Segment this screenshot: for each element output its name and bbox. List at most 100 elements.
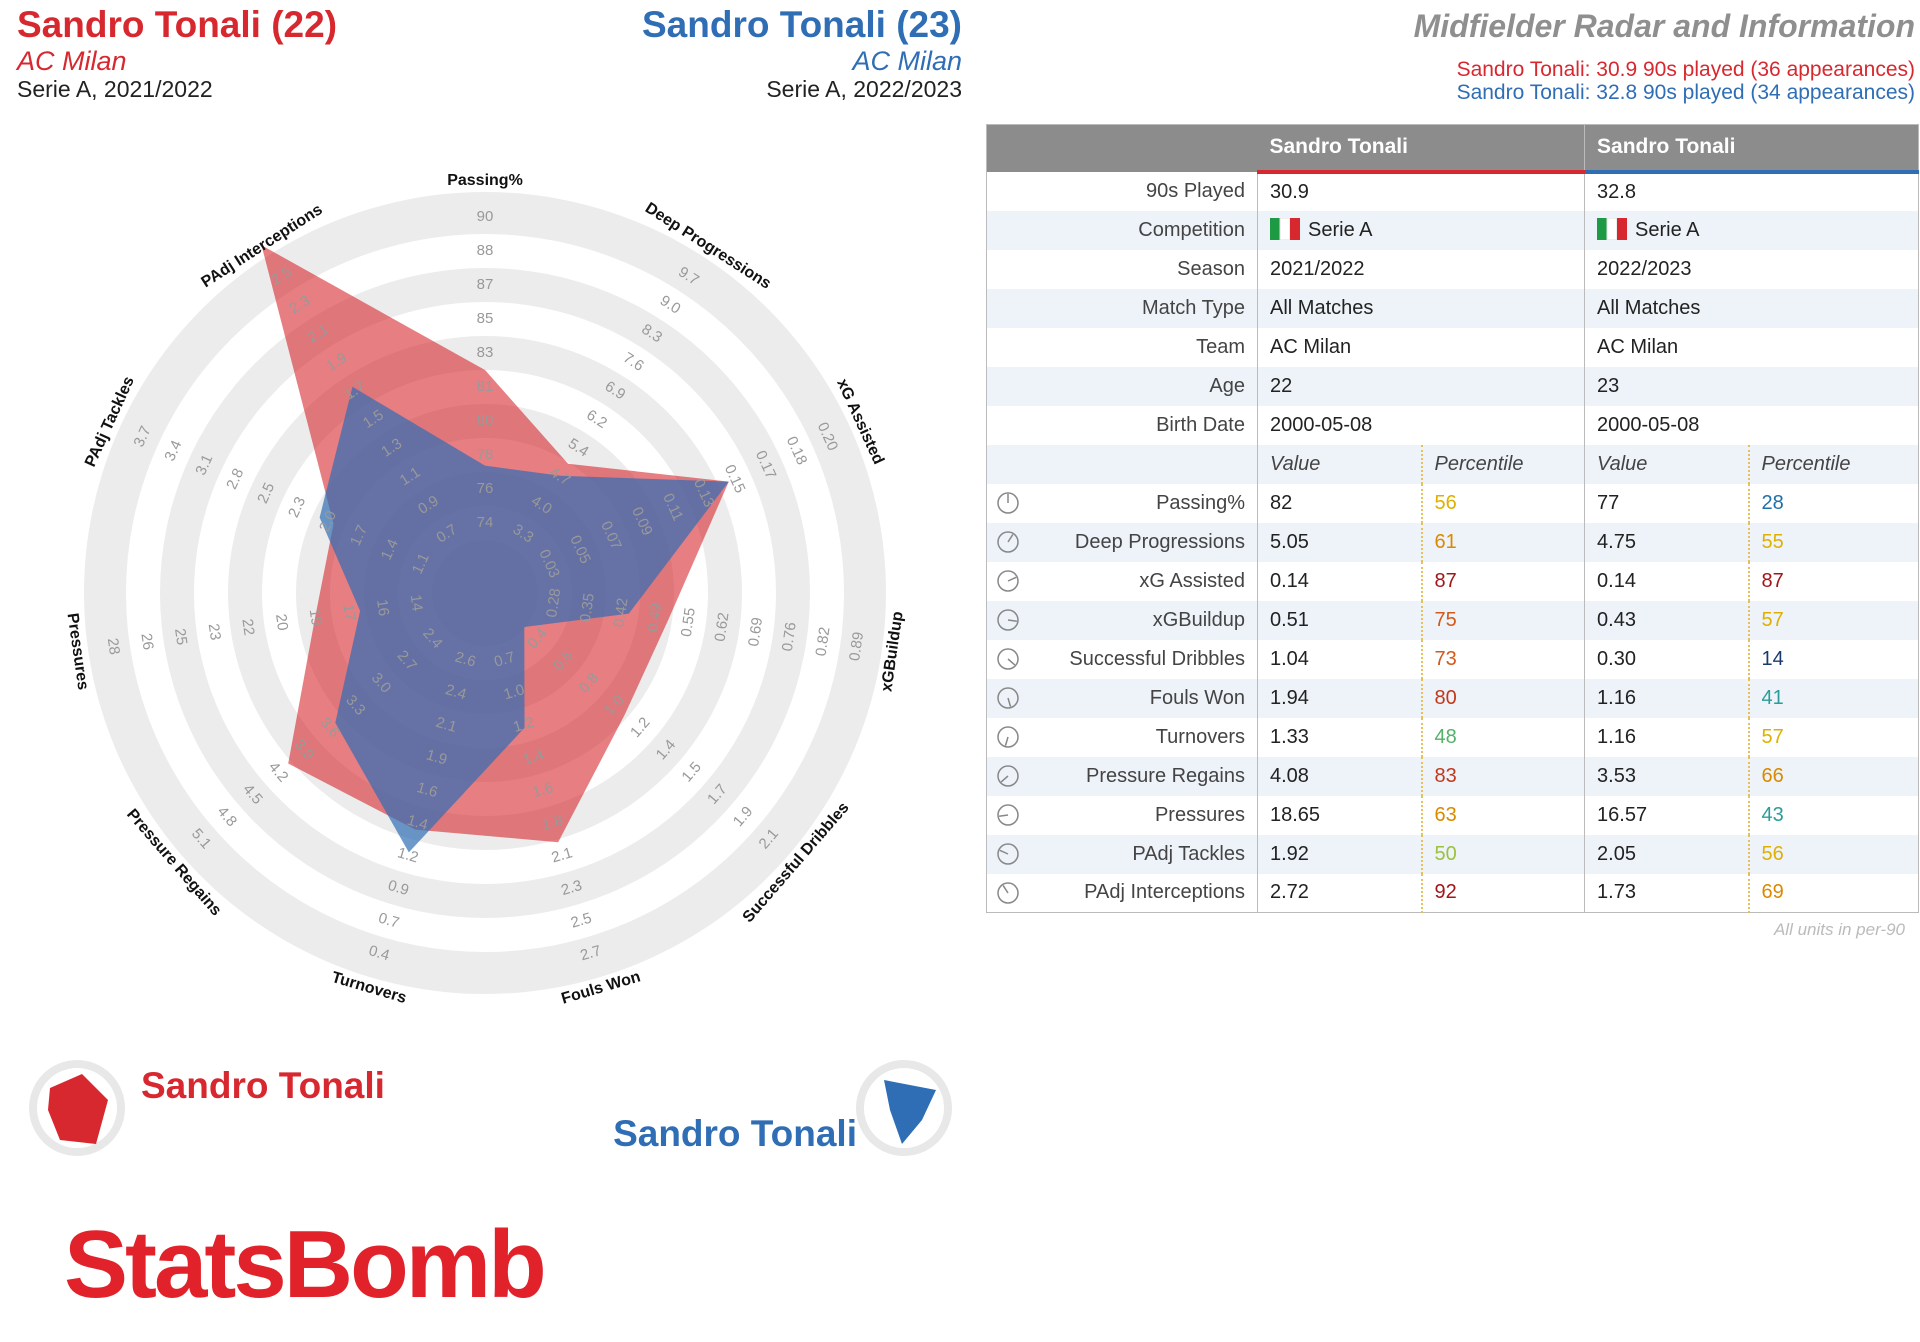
info-value: 22 — [1257, 366, 1586, 406]
row-label: 90s Played — [986, 171, 1258, 211]
row-label: Season — [986, 249, 1258, 289]
table-row: PAdj Interceptions 2.72 92 1.73 69 — [986, 873, 1919, 913]
tick-label: 0.62 — [712, 611, 733, 642]
tick-label: 1.4 — [521, 746, 546, 768]
row-label: Successful Dribbles — [986, 639, 1258, 679]
tick-label: 90 — [477, 208, 494, 225]
icon-ring — [997, 647, 1019, 670]
legend-icon — [884, 1080, 936, 1144]
icon-hand — [1007, 697, 1012, 707]
tick-label: 1.9 — [424, 746, 449, 768]
info-text: All Matches — [1597, 296, 1701, 319]
row-label: Pressure Regains — [986, 756, 1258, 796]
table-row: xG Assisted 0.14 87 0.14 87 — [986, 561, 1919, 601]
metric-value: 0.14 — [1257, 561, 1423, 601]
percentile: 55 — [1748, 522, 1919, 562]
info-value: 2021/2022 — [1257, 249, 1586, 289]
info-value: 23 — [1584, 366, 1919, 406]
subheader: Value — [1584, 444, 1750, 484]
table-row: Successful Dribbles 1.04 73 0.30 14 — [986, 639, 1919, 679]
icon-hand — [1004, 736, 1009, 746]
icon-hand — [1000, 774, 1009, 782]
metric-value: 1.16 — [1584, 678, 1750, 718]
percentile: 66 — [1748, 756, 1919, 796]
tick-label: 16 — [373, 598, 392, 617]
tick-label: 0.28 — [543, 587, 564, 618]
tick-label: 0.35 — [577, 592, 598, 623]
metric-label: Pressure Regains — [1086, 764, 1245, 787]
metric-label: Passing% — [1156, 491, 1245, 514]
tick-label: 0.42 — [611, 597, 632, 628]
legend-label: Sandro Tonali — [613, 1113, 857, 1154]
tick-label: 14 — [407, 593, 426, 612]
metric-value: 4.75 — [1584, 522, 1750, 562]
tick-label: 0.7 — [492, 649, 517, 671]
legend-label: Sandro Tonali — [141, 1065, 385, 1106]
left-team: AC Milan — [17, 46, 127, 76]
subheader: Percentile — [1748, 444, 1919, 484]
tick-label: 76 — [477, 480, 494, 497]
tick-label: 28 — [104, 637, 123, 656]
metric-value: 5.05 — [1257, 522, 1423, 562]
tick-label: 17 — [339, 603, 358, 622]
tick-label: 2.1 — [550, 844, 575, 866]
metric-label: Turnovers — [1155, 725, 1245, 748]
info-text: 2000-05-08 — [1597, 413, 1700, 436]
percentile: 41 — [1748, 678, 1919, 718]
icon-hand — [998, 813, 1009, 817]
percentile: 75 — [1421, 600, 1586, 640]
metric-value: 1.94 — [1257, 678, 1423, 718]
info-text: 32.8 — [1597, 180, 1636, 203]
tick-label: 87 — [477, 276, 494, 293]
legend: Sandro Tonali Sandro Tonali — [29, 1060, 952, 1156]
metric-icon — [997, 764, 1019, 787]
percentile: 14 — [1761, 647, 1784, 670]
metric-icon — [997, 725, 1019, 748]
right-line: Sandro Tonali: 30.9 90s played (36 appea… — [1456, 58, 1915, 81]
icon-ring — [997, 725, 1019, 748]
row-label: Age — [986, 366, 1258, 406]
table-row: Deep Progressions 5.05 61 4.75 55 — [986, 522, 1919, 562]
metric-value: 77 — [1584, 483, 1750, 523]
table-row: Age 22 23 — [986, 366, 1919, 406]
percentile: 50 — [1421, 834, 1586, 874]
info-value: AC Milan — [1585, 328, 1919, 367]
info-text: 23 — [1597, 374, 1620, 397]
percentile: 56 — [1421, 483, 1586, 523]
row-label: xG Assisted — [986, 561, 1258, 601]
icon-hand — [1007, 657, 1016, 665]
info-table: Sandro Tonali Sandro Tonali 90s Played 30.9… — [986, 124, 1920, 913]
metric-value: 16.57 — [1584, 795, 1750, 835]
tick-label: 1.2 — [511, 714, 536, 736]
logo: StatsBomb — [64, 1211, 547, 1318]
percentile: 69 — [1761, 881, 1784, 904]
icon-ring — [997, 881, 1019, 904]
metric-icon — [997, 530, 1019, 553]
tick-label: 80 — [477, 412, 494, 429]
info-value: 2000-05-08 — [1585, 406, 1919, 445]
info-value: 2022/2023 — [1585, 250, 1919, 289]
row-label: xGBuildup — [986, 600, 1258, 640]
percentile: 57 — [1761, 725, 1784, 748]
tick-label: 25 — [171, 627, 190, 646]
info-text: 2022/2023 — [1597, 257, 1692, 280]
info-text: 2000-05-08 — [1270, 413, 1373, 436]
percentile: 92 — [1421, 873, 1586, 913]
row-label: PAdj Tackles — [986, 834, 1258, 874]
tick-label: 0.55 — [678, 607, 699, 638]
tick-label: 22 — [238, 618, 257, 637]
footnote: All units in per-90 — [1773, 920, 1905, 939]
info-value: 32.8 — [1585, 172, 1919, 211]
tick-label: 0.4 — [367, 942, 392, 964]
icon-ring — [997, 530, 1019, 553]
icon-hand — [999, 849, 1009, 855]
tick-label: 1.8 — [540, 812, 565, 834]
row-label: Birth Date — [986, 405, 1258, 445]
icon-ring — [997, 686, 1019, 709]
metric-value: 4.08 — [1257, 756, 1423, 796]
tick-label: 0.76 — [779, 621, 800, 652]
percentile: 83 — [1421, 756, 1586, 796]
table-row: Season 2021/2022 2022/2023 — [986, 249, 1919, 289]
table-row: Birth Date 2000-05-08 2000-05-08 — [986, 405, 1919, 445]
right-line: Sandro Tonali: 32.8 90s played (34 appea… — [1456, 81, 1915, 104]
